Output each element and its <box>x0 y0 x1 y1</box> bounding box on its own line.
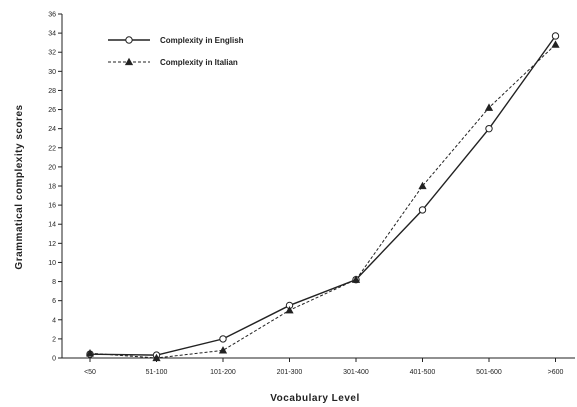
y-tick-label: 12 <box>48 241 56 248</box>
y-tick-label: 2 <box>52 336 56 343</box>
x-axis-title: Vocabulary Level <box>270 393 360 404</box>
y-tick-label: 0 <box>52 356 56 363</box>
y-tick-label: 6 <box>52 298 56 305</box>
x-tick-label: 201-300 <box>277 369 303 376</box>
series-group <box>85 32 560 362</box>
data-point-triangle <box>351 275 361 283</box>
legend-circle-icon <box>125 36 133 44</box>
y-tick-label: 28 <box>48 88 56 95</box>
x-tick-label: 501-600 <box>476 369 502 376</box>
axes <box>61 14 575 359</box>
x-tick-label: >600 <box>548 369 564 376</box>
data-point-circle <box>418 206 427 214</box>
y-tick-label: 18 <box>48 184 56 191</box>
y-tick-label: 4 <box>52 317 56 324</box>
x-tick-label: 401-500 <box>410 369 436 376</box>
legend-triangle-icon <box>124 57 134 66</box>
data-point-triangle <box>218 346 228 354</box>
legend-label: Complexity in Italian <box>160 58 238 67</box>
y-tick-label: 32 <box>48 50 56 57</box>
data-point-triangle <box>418 181 427 190</box>
data-point-triangle <box>152 353 161 362</box>
y-tick-label: 8 <box>52 279 56 286</box>
x-tick-label: 301-400 <box>343 369 369 376</box>
data-point-circle <box>219 335 227 343</box>
data-point-circle <box>485 124 493 133</box>
y-tick-label: 30 <box>48 69 56 76</box>
y-axis-title: Grammatical complexity scores <box>14 104 25 269</box>
data-point-triangle <box>285 306 294 314</box>
y-tick-label: 14 <box>48 222 56 229</box>
data-point-circle <box>551 32 560 40</box>
x-tick-label: 101-200 <box>210 369 236 376</box>
y-tick-label: 22 <box>48 145 56 152</box>
y-tick-label: 16 <box>48 203 56 210</box>
data-point-triangle <box>484 103 494 111</box>
y-tick-label: 34 <box>48 31 56 38</box>
y-tick-label: 24 <box>48 126 56 133</box>
x-tick-label: <50 <box>84 369 96 376</box>
legend-label: Complexity in English <box>160 36 244 45</box>
y-tick-label: 10 <box>48 260 56 267</box>
y-tick-label: 36 <box>48 12 56 19</box>
legend: Complexity in English Complexity in Itali… <box>108 36 244 67</box>
y-tick-label: 20 <box>48 164 56 171</box>
data-point-triangle <box>551 40 560 48</box>
x-tick-label: 51-100 <box>146 369 168 376</box>
y-tick-label: 26 <box>48 107 56 114</box>
data-point-triangle <box>85 349 95 357</box>
series-line-1 <box>89 35 557 356</box>
series-line-2 <box>89 44 556 359</box>
